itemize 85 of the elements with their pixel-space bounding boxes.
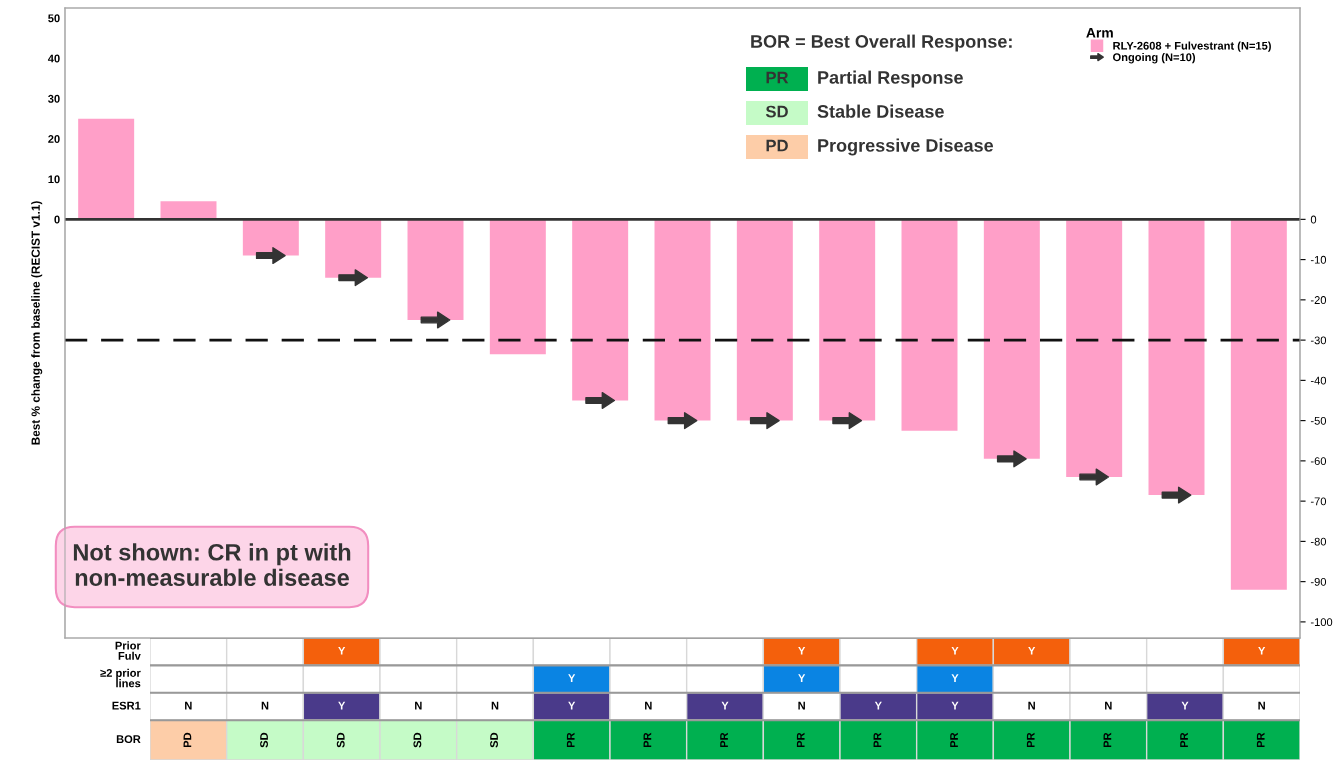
bar bbox=[819, 219, 876, 421]
y2-tick-label: -30 bbox=[1310, 336, 1327, 345]
annotation: Stable Disease bbox=[817, 104, 944, 118]
y-tick-label: Prior Fulv bbox=[115, 641, 141, 660]
bar bbox=[325, 219, 382, 278]
legend-label: RLY-2608 + Fulvestrant (N=15) bbox=[1113, 41, 1271, 52]
bar bbox=[78, 118, 135, 220]
bar bbox=[572, 219, 629, 401]
y-tick-label: 40 bbox=[47, 54, 60, 63]
text: N bbox=[185, 701, 192, 710]
text: N bbox=[1028, 701, 1035, 710]
text: PR bbox=[873, 732, 882, 748]
y2-tick-label: 0 bbox=[1310, 215, 1317, 224]
text: PR bbox=[1180, 732, 1188, 748]
text: Y bbox=[338, 646, 346, 655]
text: PR bbox=[720, 732, 728, 748]
y2-tick-label: -20 bbox=[1310, 296, 1327, 304]
text: N bbox=[491, 701, 499, 710]
text: PR bbox=[796, 732, 805, 748]
text: Y bbox=[951, 674, 959, 682]
legend-title: Arm bbox=[1086, 27, 1113, 38]
y2-tick-label: -80 bbox=[1310, 537, 1327, 546]
bar bbox=[1148, 219, 1205, 496]
text: Y bbox=[568, 674, 576, 682]
text: PD bbox=[183, 732, 192, 748]
y2-tick-label: -100 bbox=[1310, 618, 1333, 627]
text: SD bbox=[260, 732, 268, 748]
y2-tick-label: -60 bbox=[1310, 457, 1327, 466]
text: PR bbox=[1256, 732, 1265, 748]
text: SD bbox=[336, 732, 345, 748]
text: N bbox=[798, 701, 805, 710]
text: PR bbox=[1103, 732, 1112, 748]
text: PR bbox=[1026, 732, 1035, 748]
y-tick-label: ≥2 prior lines bbox=[100, 668, 141, 688]
annotation: PD bbox=[766, 139, 788, 152]
text: N bbox=[1105, 701, 1112, 710]
bar bbox=[983, 219, 1040, 459]
annotation: PR bbox=[766, 71, 789, 84]
bar bbox=[1230, 219, 1287, 590]
bar bbox=[1066, 219, 1123, 477]
text: Y bbox=[568, 701, 576, 710]
y2-tick-label: -90 bbox=[1310, 577, 1327, 586]
y2-tick-label: -70 bbox=[1310, 497, 1327, 506]
annotation: Partial Response bbox=[818, 70, 963, 88]
text: Y bbox=[798, 674, 806, 682]
y-tick-label: 0 bbox=[54, 215, 60, 224]
text: Y bbox=[951, 701, 959, 710]
bar bbox=[489, 219, 546, 355]
text: SD bbox=[413, 732, 422, 748]
bar bbox=[901, 219, 958, 431]
legend-label: Ongoing (N=10) bbox=[1113, 52, 1196, 64]
bar bbox=[160, 201, 217, 220]
y-axis-title: Best % change from baseline (RECIST v1.1) bbox=[31, 201, 43, 445]
text: SD bbox=[490, 732, 498, 748]
text: PR bbox=[566, 732, 575, 748]
text: Y bbox=[338, 701, 346, 710]
text: Y bbox=[1181, 701, 1189, 710]
text: Y bbox=[951, 646, 959, 655]
text: Y bbox=[1028, 646, 1036, 655]
text: Y bbox=[1258, 646, 1266, 655]
y-tick-label: 10 bbox=[48, 175, 60, 184]
text: N bbox=[645, 701, 652, 710]
text: Y bbox=[874, 701, 882, 710]
y2-tick-label: -10 bbox=[1310, 255, 1327, 264]
y-tick-label: 30 bbox=[48, 94, 60, 103]
text: PR bbox=[643, 732, 652, 748]
annotation: Not shown: CR in pt with non-measurable disease bbox=[73, 543, 351, 587]
text: PR bbox=[950, 732, 958, 748]
text: N bbox=[415, 701, 422, 710]
bar bbox=[654, 219, 711, 421]
y-tick-label: BOR bbox=[116, 735, 141, 744]
y2-tick-label: -50 bbox=[1310, 416, 1327, 425]
text: Y bbox=[721, 701, 729, 710]
y-tick-label: 20 bbox=[48, 135, 60, 143]
text: N bbox=[261, 701, 269, 710]
text: Y bbox=[798, 646, 806, 655]
bar bbox=[736, 219, 793, 421]
text: N bbox=[1258, 701, 1265, 710]
y2-tick-label: -40 bbox=[1310, 376, 1327, 385]
annotation: Progressive Disease bbox=[818, 138, 994, 156]
bar bbox=[407, 219, 464, 320]
annotation: SD bbox=[765, 105, 788, 118]
legend-title: BOR = Best Overall Response: bbox=[751, 34, 1012, 52]
y-tick-label: 50 bbox=[48, 14, 60, 23]
y-tick-label: ESR1 bbox=[112, 701, 141, 710]
